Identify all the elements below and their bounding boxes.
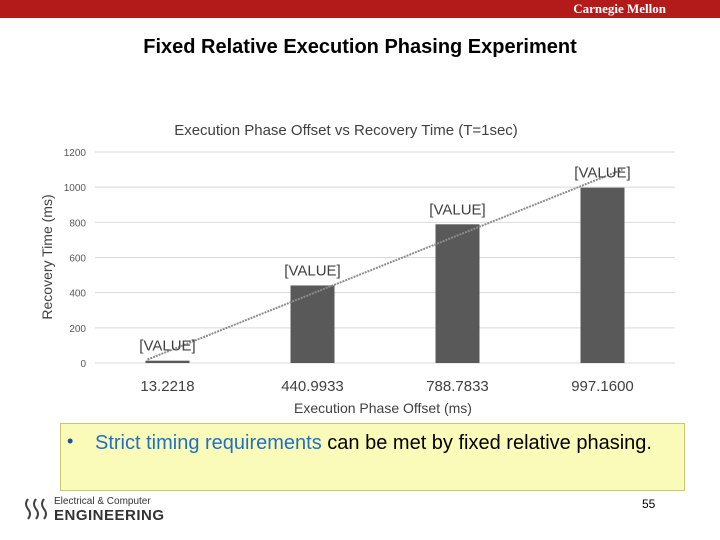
callout-rest: can be met by fixed relative phasing. [321,432,652,454]
data-labels: [VALUE] [VALUE] [VALUE] [VALUE] [139,165,630,355]
callout-highlight: Strict timing requirements [95,432,322,454]
y-tick-labels: 0 200 400 600 800 1000 1200 [64,148,87,370]
bar [290,285,335,363]
bar-chart: 0 200 400 600 800 1000 1200 13.2218 440.9933 788… [39,122,675,416]
brand-logo-text: Carnegie Mellon [573,1,666,16]
logo-line-1: Electrical & Computer [54,496,151,507]
y-tick-label: 1000 [64,183,87,194]
x-tick-label: 440.9933 [281,378,344,395]
x-tick-label: 13.2218 [140,378,194,395]
bars [145,187,625,363]
data-label: [VALUE] [429,201,485,218]
x-tick-label: 997.1600 [571,378,634,395]
y-tick-label: 0 [80,359,86,370]
x-tick-labels: 13.2218 440.9933 788.7833 997.1600 [140,378,633,395]
chart-title: Execution Phase Offset vs Recovery Time … [174,122,518,139]
data-label: [VALUE] [139,338,195,355]
callout-box: • Strict timing requirements can be met … [60,423,685,491]
logo-line-2: ENGINEERING [54,507,165,524]
bar [435,224,480,363]
x-axis-label: Execution Phase Offset (ms) [294,400,472,416]
y-tick-label: 200 [69,324,86,335]
gridlines [95,151,675,364]
x-tick-label: 788.7833 [426,378,489,395]
slide-title: Fixed Relative Execution Phasing Experim… [143,36,577,58]
ece-emblem-icon [25,498,47,520]
y-tick-label: 1200 [64,148,87,159]
trendline [147,168,623,361]
trendline-path [147,168,623,361]
top-bar: Carnegie Mellon [0,0,720,18]
y-tick-label: 600 [69,254,86,265]
y-axis-label: Recovery Time (ms) [39,194,55,319]
data-label: [VALUE] [284,262,340,279]
bar [580,187,625,363]
y-tick-label: 400 [69,289,86,300]
data-label: [VALUE] [574,165,630,182]
ece-logo: Electrical & Computer ENGINEERING [20,496,170,528]
bullet-marker: • [67,431,74,451]
y-tick-label: 800 [69,218,86,229]
bar [145,360,190,363]
callout-text: Strict timing requirements can be met by… [95,430,675,457]
page-number: 55 [642,497,656,511]
